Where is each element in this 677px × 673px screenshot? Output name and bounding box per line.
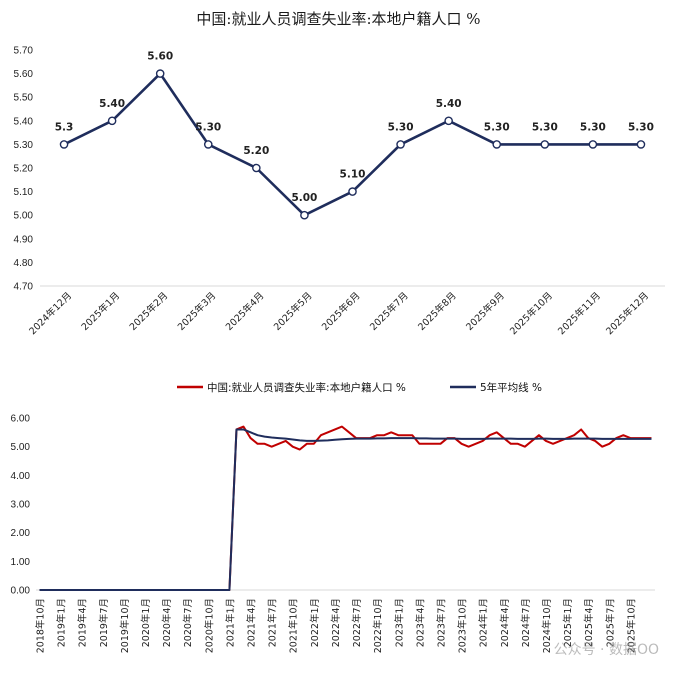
data-point [252,163,261,173]
x-tick-label: 2024年4月 [499,598,511,647]
x-tick-label: 2023年1月 [393,598,405,647]
x-tick-label: 2025年1月 [562,598,574,647]
x-tick-label: 2025年12月 [604,290,652,338]
x-tick-label: 2024年7月 [520,598,532,647]
data-point [588,140,598,149]
data-point [59,140,69,149]
y-tick-label: 5.00 [14,211,34,222]
top-line-chart: 5.70 5.60 5.50 5.40 5.30 5.20 5.10 5.00 4.90 4.80… [14,46,665,338]
y-tick-label: 4.80 [14,258,34,269]
x-tick-label: 2018年10月 [35,598,47,653]
data-point [492,140,502,149]
data-point [155,69,165,78]
data-point [396,140,405,149]
x-tick-label: 2025年4月 [223,290,266,333]
y-tick-label: 5.50 [14,93,34,104]
x-tick-label: 2022年1月 [309,598,321,647]
data-point [636,140,646,149]
y-tick-label: 5.40 [14,116,34,127]
x-tick-label: 2025年10月 [507,290,555,338]
x-tick-label: 2021年7月 [267,598,279,647]
data-point [348,187,357,196]
y-tick-label: 5.30 [14,140,34,151]
x-tick-label: 2023年10月 [457,598,469,653]
y-tick-label: 2.00 [11,528,31,539]
y-tick-label: 5.70 [14,46,34,57]
x-tick-label: 2025年5月 [271,290,314,333]
data-label: 5.10 [340,169,366,181]
x-tick-label: 2019年4月 [77,598,89,647]
y-tick-label: 5.20 [14,164,34,175]
x-tick-label: 2023年7月 [435,598,447,647]
data-label: 5.30 [532,121,558,133]
x-tick-label: 2025年9月 [464,290,507,333]
x-tick-label: 2025年7月 [604,598,616,647]
data-point [300,210,309,220]
x-tick-label: 2025年6月 [319,290,362,333]
data-label: 5.60 [147,51,173,63]
x-tick-label: 2024年1月 [478,598,490,647]
y-tick-label: 5.60 [14,69,34,80]
y-tick-label: 6.00 [11,414,31,425]
legend-label: 5年平均线 % [480,381,542,394]
y-tick-label: 4.70 [14,282,34,293]
x-tick-label: 2025年3月 [175,290,218,333]
data-label: 5.20 [243,145,269,157]
series-line-5yr-average [39,428,652,591]
x-tick-label: 2022年4月 [330,598,342,647]
y-tick-label: 3.00 [11,500,31,511]
series-line-unemployment [39,425,652,591]
x-tick-label: 2024年10月 [541,598,553,653]
y-tick-label: 4.00 [11,471,31,482]
x-tick-label: 2020年10月 [203,598,215,653]
data-point [540,140,550,149]
data-label: 5.30 [580,121,606,133]
data-label: 5.30 [628,121,654,133]
data-label: 5.00 [291,192,317,204]
x-tick-label: 2022年10月 [372,598,384,653]
x-tick-label: 2020年7月 [182,598,194,647]
x-tick-label: 2019年10月 [119,598,131,653]
x-tick-label: 2025年8月 [415,290,458,333]
x-tick-label: 2025年1月 [79,290,122,333]
x-tick-label: 2021年10月 [288,598,300,653]
x-tick-label: 2025年10月 [625,598,637,653]
chart-title: 中国:就业人员调查失业率:本地户籍人口 % [196,10,481,28]
x-tick-label: 2025年4月 [583,598,595,647]
x-tick-label: 2025年11月 [555,290,603,338]
x-tick-label: 2024年12月 [27,290,75,338]
data-label: 5.30 [484,121,510,133]
y-tick-label: 5.00 [11,442,31,453]
data-point [203,140,213,149]
data-point [107,116,117,126]
x-tick-label: 2023年4月 [414,598,426,647]
bottom-line-chart: 中国:就业人员调查失业率:本地户籍人口 % 5年平均线 % 6.00 5.00 4.00… [11,381,655,653]
data-label: 5.30 [388,121,414,133]
y-tick-label: 4.90 [14,234,34,245]
x-tick-label: 2021年1月 [224,598,236,647]
x-tick-label: 2019年7月 [98,598,110,647]
y-tick-label: 0.00 [11,586,31,597]
x-tick-label: 2021年4月 [246,598,258,647]
data-label: 5.30 [195,121,221,133]
x-tick-label: 2020年4月 [161,598,173,647]
y-tick-label: 1.00 [11,557,31,568]
x-tick-label: 2022年7月 [351,598,363,647]
x-tick-label: 2025年2月 [127,290,170,333]
data-point [444,116,453,126]
watermark: 公众号 · 数据OO [553,642,659,658]
legend-label: 中国:就业人员调查失业率:本地户籍人口 % [207,381,406,394]
x-tick-label: 2020年1月 [140,598,152,647]
x-tick-label: 2019年1月 [56,598,68,647]
x-tick-label: 2025年7月 [367,290,410,333]
y-tick-label: 5.10 [14,187,34,198]
data-label: 5.3 [55,121,74,133]
data-label: 5.40 [99,98,125,110]
data-label: 5.40 [436,98,462,110]
